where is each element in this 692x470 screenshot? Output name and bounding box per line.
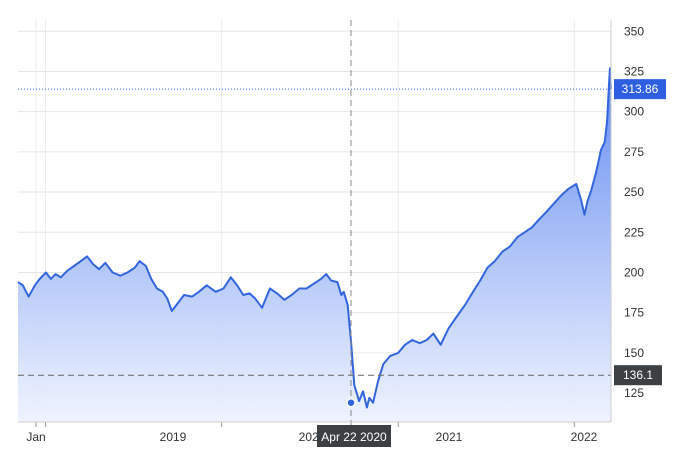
y-tick-label: 275 <box>624 145 644 159</box>
y-tick-label: 300 <box>624 105 644 119</box>
axes: 125 150 175 200 225 250 275 300 325 350 Jan 2019 202… <box>18 20 644 444</box>
y-tick-label: 350 <box>624 24 644 38</box>
crosshair-date-label: Apr 22 2020 <box>321 430 387 444</box>
crosshair-date-badge <box>317 425 391 447</box>
crosshair <box>18 20 611 430</box>
value-labels: 313.86 136.1 Apr 22 2020 <box>317 79 666 447</box>
crosshair-marker <box>346 397 356 408</box>
x-tick-label: 2019 <box>160 430 187 444</box>
y-tick-label: 200 <box>624 265 644 279</box>
last-value-label: 313.86 <box>622 82 659 96</box>
series-path[interactable] <box>17 67 612 409</box>
crosshair-value-label: 136.1 <box>623 368 653 382</box>
y-tick-label: 175 <box>624 306 644 320</box>
y-tick-label: 250 <box>624 185 644 199</box>
series-line[interactable] <box>17 67 612 409</box>
series-fill <box>18 68 611 422</box>
last-value-badge <box>614 79 666 100</box>
crosshair-value-badge <box>614 365 662 386</box>
y-tick-label: 325 <box>624 64 644 78</box>
x-tick-label: 2022 <box>571 430 598 444</box>
y-tick-label: 225 <box>624 225 644 239</box>
series-area <box>18 68 611 422</box>
y-tick-label: 125 <box>624 386 644 400</box>
x-tick-label: Jan <box>26 430 45 444</box>
x-tick-label: 2021 <box>436 430 463 444</box>
y-tick-label: 150 <box>624 346 644 360</box>
